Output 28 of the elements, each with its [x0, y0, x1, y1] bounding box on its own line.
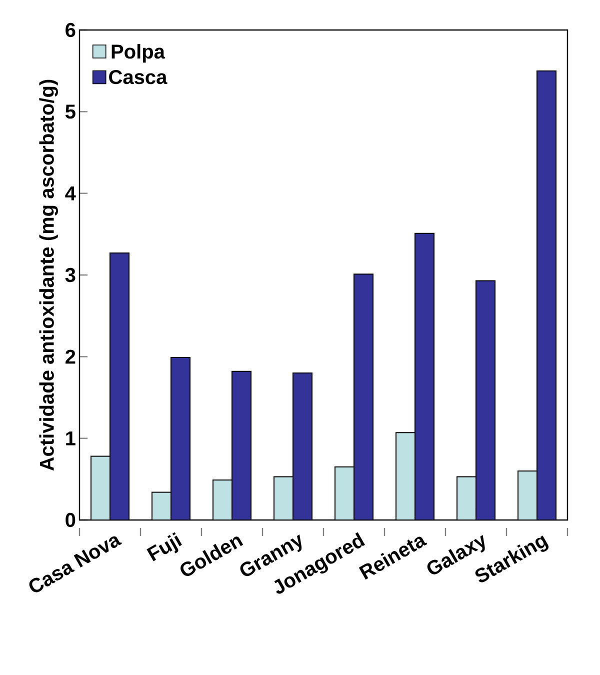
bar — [91, 456, 110, 520]
bar — [517, 470, 538, 520]
bar — [152, 492, 171, 520]
bar — [536, 70, 556, 520]
y-tick-label: 3 — [65, 268, 76, 282]
bar — [334, 466, 354, 520]
bar — [274, 476, 293, 520]
bar — [354, 274, 373, 520]
bar — [171, 357, 190, 520]
y-tick-label: 5 — [65, 104, 76, 119]
bar — [456, 476, 476, 520]
bar — [396, 432, 415, 520]
y-tick-label: 1 — [66, 431, 76, 446]
bar — [110, 252, 129, 520]
bar — [213, 480, 232, 520]
y-axis-title: Actividade antioxidante (mg ascorbato/g) — [39, 80, 58, 471]
bar — [476, 280, 495, 520]
bar — [292, 373, 312, 520]
y-tick-label: 4 — [65, 186, 76, 200]
y-tick-label: 0 — [66, 512, 76, 528]
bar — [232, 371, 251, 520]
y-tick-label: 6 — [66, 22, 76, 38]
x-tick-label: Fuji — [146, 532, 182, 562]
bar — [414, 233, 434, 520]
x-tick-label: Casa Nova — [29, 536, 122, 592]
y-tick-label: 2 — [66, 350, 76, 364]
legend-label: Polpa — [112, 44, 166, 63]
legend-label: Casca — [109, 70, 168, 84]
